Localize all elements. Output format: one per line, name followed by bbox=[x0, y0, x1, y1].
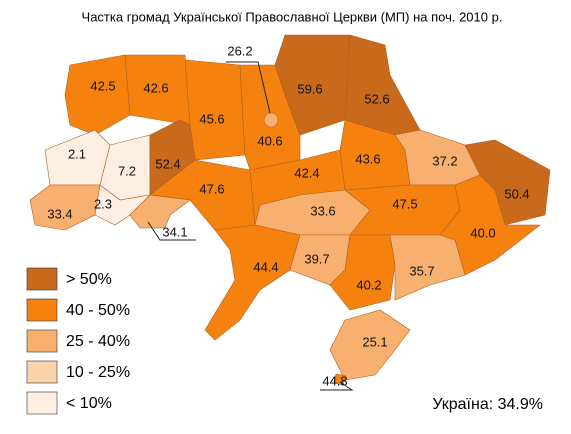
region-label: 35.7 bbox=[409, 263, 434, 278]
labels: 42.5 42.6 45.6 40.6 26.2 59.6 52.6 2.1 7.2 52.4 47… bbox=[47, 43, 529, 388]
legend-label: > 50% bbox=[66, 271, 112, 288]
region-label: 47.6 bbox=[199, 181, 224, 196]
region-label: 52.6 bbox=[364, 91, 389, 106]
region-label: 40.0 bbox=[470, 225, 495, 240]
region-label: 37.2 bbox=[432, 153, 457, 168]
region bbox=[344, 34, 421, 136]
legend-swatch bbox=[26, 329, 58, 353]
legend-label: 40 - 50% bbox=[66, 302, 130, 319]
callout-line bbox=[147, 221, 196, 241]
region bbox=[389, 234, 466, 301]
region-label: 52.4 bbox=[155, 156, 180, 171]
legend-swatch bbox=[26, 298, 58, 322]
legend: > 50% 40 - 50% 25 - 40% 10 - 25% < 10% bbox=[26, 267, 130, 415]
callout-line bbox=[226, 61, 271, 114]
region-label: 33.4 bbox=[47, 206, 72, 221]
region-label: 39.7 bbox=[304, 251, 329, 266]
region-label: 45.6 bbox=[199, 111, 224, 126]
callouts bbox=[147, 61, 354, 391]
region bbox=[184, 59, 246, 161]
legend-swatch bbox=[26, 391, 58, 415]
region-label: 50.4 bbox=[504, 186, 529, 201]
region-label: 47.5 bbox=[392, 196, 417, 211]
region bbox=[329, 309, 411, 381]
region-label: 7.2 bbox=[118, 163, 136, 178]
region-label: 33.6 bbox=[310, 203, 335, 218]
region bbox=[129, 194, 191, 229]
region bbox=[263, 112, 279, 128]
region bbox=[204, 224, 301, 341]
legend-label: 25 - 40% bbox=[66, 333, 130, 350]
region-label: 42.4 bbox=[294, 165, 319, 180]
region-label: 44.8 bbox=[322, 373, 347, 388]
region bbox=[439, 174, 541, 276]
legend-label: 10 - 25% bbox=[66, 364, 130, 381]
region-label: 59.6 bbox=[297, 81, 322, 96]
region-label: 42.6 bbox=[143, 80, 168, 95]
region-label: 26.2 bbox=[227, 43, 252, 58]
total: Україна: 34.9% bbox=[432, 396, 543, 413]
region-label: 25.1 bbox=[362, 334, 387, 349]
region-label: 40.6 bbox=[257, 133, 282, 148]
region-label: 2.1 bbox=[68, 146, 86, 161]
region-label: 2.3 bbox=[94, 196, 112, 211]
region bbox=[64, 54, 131, 136]
regions bbox=[29, 34, 551, 386]
legend-swatch bbox=[26, 267, 58, 291]
region bbox=[333, 373, 347, 386]
region-label: 44.4 bbox=[253, 259, 278, 274]
legend-label: < 10% bbox=[66, 395, 112, 412]
title: Частка громад Української Православної Ц… bbox=[82, 9, 503, 24]
callout-line bbox=[320, 381, 354, 391]
legend-swatch bbox=[26, 360, 58, 384]
region-label: 43.6 bbox=[355, 151, 380, 166]
region-label: 42.5 bbox=[90, 78, 115, 93]
region-label: 40.2 bbox=[356, 277, 381, 292]
region-label: 34.1 bbox=[162, 224, 187, 239]
